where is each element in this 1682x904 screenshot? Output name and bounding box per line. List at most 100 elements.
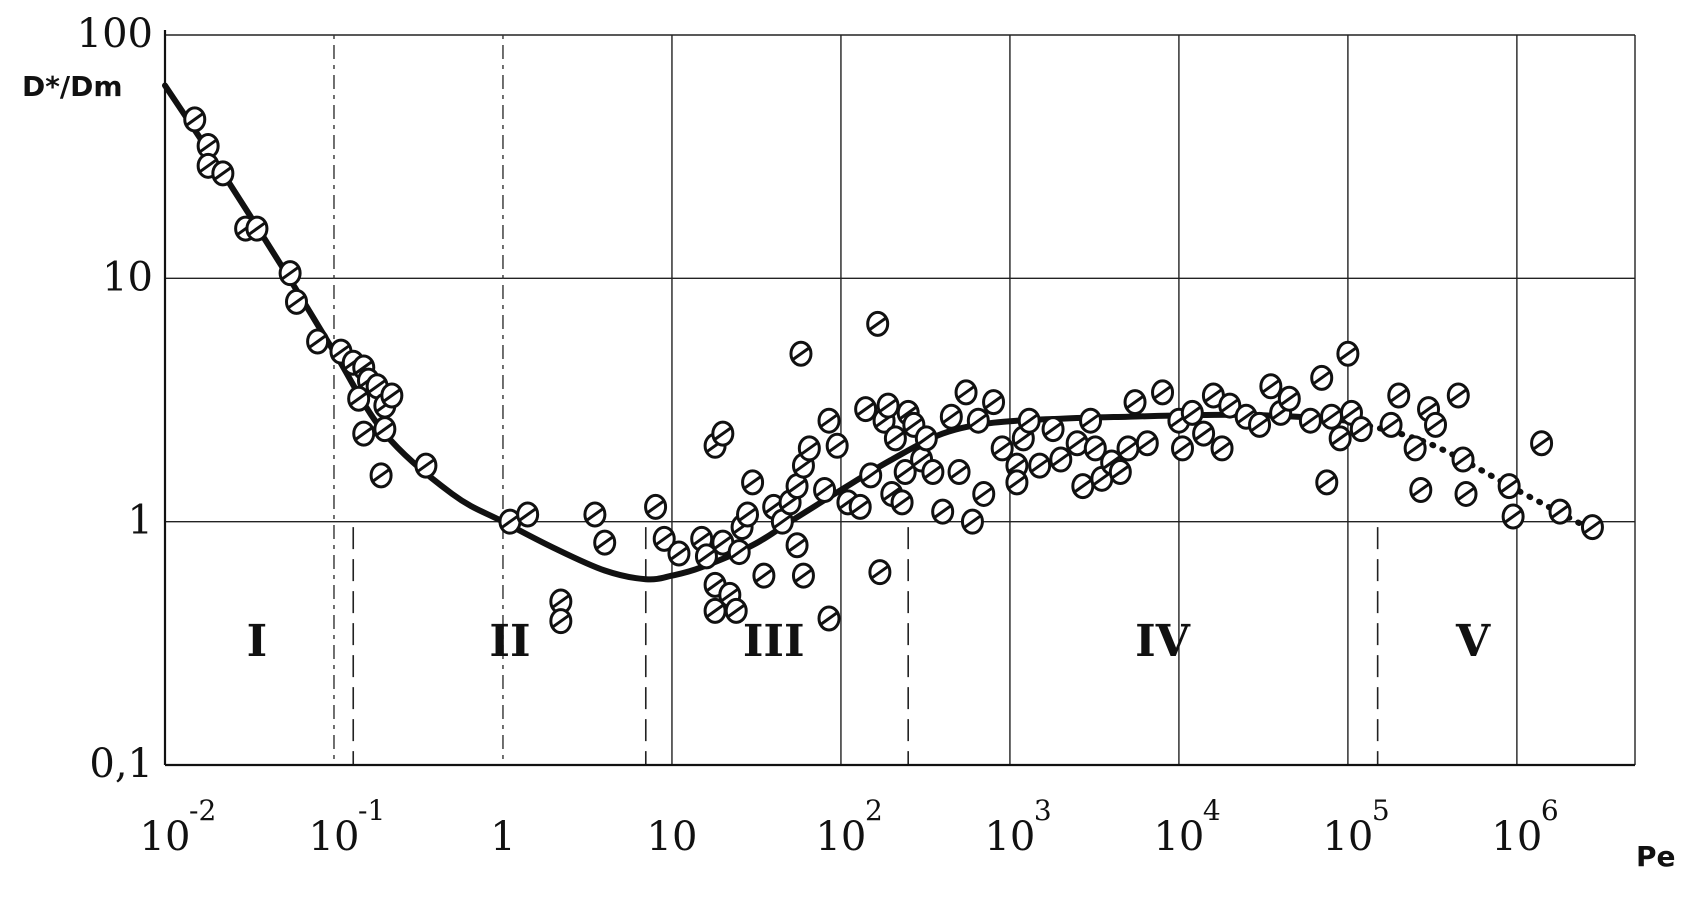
data-point	[347, 385, 371, 412]
data-point	[278, 260, 302, 287]
data-point	[1005, 469, 1029, 496]
data-point	[890, 489, 914, 516]
data-point	[1379, 411, 1403, 438]
data-point	[1259, 373, 1283, 400]
data-point-slash	[913, 453, 931, 467]
data-point	[752, 562, 776, 589]
data-point-slash	[586, 508, 604, 522]
data-point-slash	[893, 495, 911, 509]
data-point-slash	[957, 385, 975, 399]
x-tick-label: 10	[984, 814, 1035, 860]
data-point	[380, 382, 404, 409]
data-point	[1170, 435, 1194, 462]
data-point-slash	[755, 569, 773, 583]
data-point-slash	[963, 515, 981, 529]
y-tick-label: 1	[128, 498, 153, 544]
data-point-slash	[332, 345, 350, 359]
data-point	[1135, 430, 1159, 457]
data-point	[1083, 435, 1107, 462]
data-point-slash	[199, 159, 217, 173]
data-point	[1501, 503, 1525, 530]
data-point	[549, 608, 573, 635]
data-point-slash	[1583, 520, 1601, 534]
data-point-slash	[309, 335, 327, 349]
data-point-slash	[670, 546, 688, 560]
data-point-slash	[1103, 456, 1121, 470]
data-point-slash	[287, 295, 305, 309]
data-point-slash	[1111, 465, 1129, 479]
data-point-slash	[655, 532, 673, 546]
data-point	[817, 605, 841, 632]
data-point	[1349, 416, 1373, 443]
data-point-slash	[1420, 402, 1438, 416]
data-point-slash	[1352, 422, 1370, 436]
region-label: I	[247, 616, 268, 667]
fit-curve-solid	[162, 82, 1351, 583]
data-point	[921, 458, 945, 485]
data-point	[854, 396, 878, 423]
data-point-slash	[744, 475, 762, 489]
data-point	[1320, 403, 1344, 430]
data-points	[183, 106, 1604, 635]
data-point	[741, 469, 765, 496]
data-point	[1248, 411, 1272, 438]
data-point-slash	[1449, 388, 1467, 402]
data-point-slash	[857, 402, 875, 416]
data-point-slash	[596, 536, 614, 550]
data-point	[727, 539, 751, 566]
data-point	[211, 160, 235, 187]
data-point-slash	[727, 604, 745, 618]
data-point	[1424, 411, 1448, 438]
data-point-slash	[1031, 459, 1049, 473]
data-point-slash	[1126, 395, 1144, 409]
data-point	[1108, 458, 1132, 485]
data-point	[859, 462, 883, 489]
data-point	[785, 532, 809, 559]
data-point-slash	[501, 515, 519, 529]
data-point	[711, 420, 735, 447]
data-point-slash	[942, 410, 960, 424]
data-point-slash	[871, 565, 889, 579]
data-point	[1017, 407, 1041, 434]
data-point-slash	[1068, 436, 1086, 450]
data-point	[1151, 379, 1175, 406]
data-point	[1079, 407, 1103, 434]
data-point	[711, 529, 735, 556]
data-point	[667, 540, 691, 567]
region-label: IV	[1135, 616, 1191, 667]
data-point-slash	[1313, 371, 1331, 385]
data-point-slash	[1014, 431, 1032, 445]
data-point	[183, 106, 207, 133]
data-point-slash	[905, 418, 923, 432]
data-point-slash	[199, 139, 217, 153]
data-point-slash	[883, 487, 901, 501]
data-point	[1310, 364, 1334, 391]
data-point	[939, 403, 963, 430]
data-point	[1315, 469, 1339, 496]
data-point-slash	[552, 594, 570, 608]
data-point	[306, 328, 330, 355]
data-point	[1071, 473, 1095, 500]
data-point-slash	[828, 439, 846, 453]
data-point	[1049, 446, 1073, 473]
data-point-slash	[1093, 472, 1111, 486]
data-point-slash	[1412, 483, 1430, 497]
data-point-slash	[781, 495, 799, 509]
data-point-slash	[896, 465, 914, 479]
data-point	[694, 543, 718, 570]
data-point	[954, 379, 978, 406]
data-point	[848, 493, 872, 520]
data-point-slash	[820, 611, 838, 625]
data-point-slash	[1262, 379, 1280, 393]
data-point-slash	[1221, 399, 1239, 413]
data-point	[1497, 473, 1521, 500]
data-point	[1530, 430, 1554, 457]
data-point-slash	[1020, 414, 1038, 428]
data-point	[1192, 420, 1216, 447]
y-tick-label: 0,1	[89, 741, 153, 787]
data-point	[1218, 392, 1242, 419]
data-point-slash	[820, 414, 838, 428]
data-point-slash	[1454, 453, 1472, 467]
